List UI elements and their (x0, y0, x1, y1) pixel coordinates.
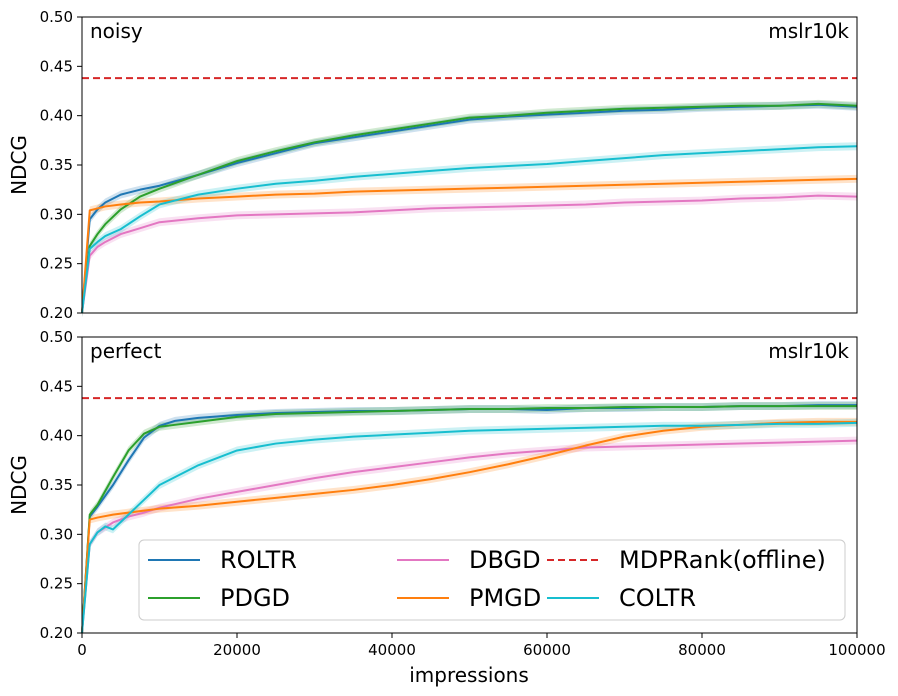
noisy-y-axis-label: NDCG (7, 135, 31, 195)
perfect-xtick-label: 40000 (368, 641, 416, 659)
noisy-roltr-band (82, 100, 857, 317)
perfect-xtick-label: 100000 (828, 641, 885, 659)
noisy-ytick-label: 0.20 (40, 304, 73, 322)
perfect-xtick-label: 60000 (523, 641, 571, 659)
legend-items: ROLTR PDGD DBGD PMGD MDPRank(offline) COLTR (148, 546, 826, 612)
noisy-pmgd-line (81, 177, 858, 314)
noisy-ytick-label: 0.45 (40, 57, 73, 75)
perfect-ytick-label: 0.50 (40, 328, 73, 346)
perfect-panel: 0.20 0.25 0.30 0.35 0.40 0.45 0.50 0 20000 40000… (7, 328, 886, 687)
perfect-xtick-label: 80000 (678, 641, 726, 659)
perfect-pdgd-line (81, 405, 857, 634)
perfect-panel-label: perfect (90, 339, 162, 363)
legend-box (138, 539, 846, 621)
noisy-ytick-label: 0.35 (40, 156, 73, 174)
noisy-coltr-band (82, 142, 857, 317)
perfect-dbgd-band (82, 436, 857, 637)
perfect-xtick-label: 20000 (213, 641, 261, 659)
perfect-roltr-band (82, 401, 857, 637)
perfect-dataset-label: mslr10k (768, 339, 849, 363)
noisy-dbgd-line (81, 194, 858, 314)
perfect-ytick-label: 0.45 (40, 377, 73, 395)
legend-label-mdprank-offline: MDPRank(offline) (619, 546, 826, 574)
noisy-pdgd-line (81, 102, 858, 314)
perfect-coltr-line (81, 421, 858, 634)
perfect-yticks: 0.20 0.25 0.30 0.35 0.40 0.45 0.50 (40, 328, 82, 642)
noisy-yticks: 0.20 0.25 0.30 0.35 0.40 0.45 0.50 (40, 8, 82, 322)
perfect-ytick-label: 0.40 (40, 427, 73, 445)
perfect-ytick-label: 0.25 (40, 575, 73, 593)
perfect-xticks: 0 20000 40000 60000 80000 100000 (77, 633, 886, 659)
noisy-ytick-label: 0.25 (40, 255, 73, 273)
noisy-ytick-label: 0.40 (40, 107, 73, 125)
legend-label-coltr: COLTR (619, 584, 696, 612)
noisy-panel-label: noisy (90, 19, 143, 43)
perfect-xtick-label: 0 (77, 641, 87, 659)
perfect-y-axis-label: NDCG (7, 455, 31, 515)
noisy-dataset-label: mslr10k (768, 19, 849, 43)
legend-label-roltr: ROLTR (220, 546, 297, 574)
perfect-ytick-label: 0.30 (40, 525, 73, 543)
noisy-ytick-label: 0.50 (40, 8, 73, 26)
legend-label-pdgd: PDGD (220, 584, 290, 612)
perfect-ytick-label: 0.20 (40, 624, 73, 642)
legend-label-dbgd: DBGD (469, 546, 541, 574)
noisy-coltr-line (81, 145, 858, 314)
noisy-ytick-label: 0.30 (40, 205, 73, 223)
noisy-dbgd-band (82, 191, 857, 317)
x-axis-label: impressions (409, 663, 529, 687)
perfect-series-layer (81, 397, 858, 637)
noisy-series-layer (81, 77, 858, 317)
legend: ROLTR PDGD DBGD PMGD MDPRank(offline) COLTR (138, 539, 846, 621)
legend-label-pmgd: PMGD (469, 584, 541, 612)
noisy-panel: 0.20 0.25 0.30 0.35 0.40 0.45 0.50 noisy mslr1… (7, 8, 858, 322)
perfect-dbgd-line (81, 439, 858, 634)
perfect-ytick-label: 0.35 (40, 476, 73, 494)
